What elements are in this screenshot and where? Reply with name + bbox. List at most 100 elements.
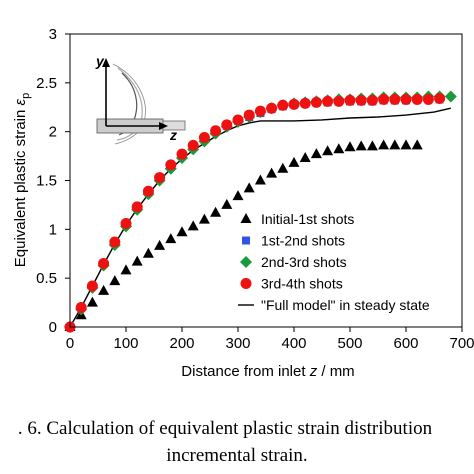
plot-frame	[69, 33, 463, 328]
data-point	[355, 94, 367, 106]
inset-z-arrowhead	[159, 122, 168, 130]
legend-label: 1st-2nd shots	[261, 233, 345, 249]
legend-marker	[240, 278, 252, 289]
x-tick-label: 200	[169, 335, 194, 352]
inset-schematic: y z	[95, 53, 186, 145]
data-point	[266, 167, 278, 178]
data-point	[154, 172, 166, 184]
x-axis-label-var: z	[309, 363, 318, 380]
data-point	[344, 94, 356, 106]
y-tick-label: 0	[49, 319, 57, 336]
y-tick-label: 1	[49, 221, 57, 238]
legend-item: 1st-2nd shots	[242, 233, 345, 249]
data-point	[422, 93, 434, 105]
legend-item: 3rd-4th shots	[240, 276, 343, 292]
data-point	[243, 109, 255, 121]
inset-y-label: y	[95, 53, 105, 69]
data-point	[299, 97, 311, 109]
data-point	[142, 247, 154, 258]
caption-line-1: . 6. Calculation of equivalent plastic s…	[17, 418, 433, 439]
y-tick-label: 3	[49, 26, 57, 43]
data-point	[243, 182, 255, 193]
data-point	[187, 139, 199, 151]
data-point	[333, 95, 345, 107]
series-3	[64, 92, 446, 333]
x-tick-label: 600	[393, 335, 418, 352]
data-point	[198, 132, 210, 144]
data-point	[210, 125, 222, 137]
data-point	[288, 156, 300, 167]
data-point	[210, 206, 222, 217]
data-point	[277, 162, 289, 173]
y-tick-label: 2	[49, 124, 57, 141]
data-point	[310, 148, 322, 159]
caption-line-2: incremental strain.	[166, 445, 308, 466]
tick-layer: 0 100 200 300 400 500 600 700 0 0.5 1 1.5 2 2.5 3	[36, 26, 474, 352]
data-point	[400, 93, 412, 105]
legend-marker	[242, 236, 250, 245]
data-point	[322, 145, 334, 156]
data-point	[288, 98, 300, 110]
data-point	[154, 239, 166, 250]
data-point	[120, 217, 132, 229]
legend-label: Initial-1st shots	[261, 211, 354, 227]
series-0	[64, 139, 423, 331]
data-point	[333, 143, 345, 154]
data-point	[232, 190, 244, 201]
x-axis-label-suffix: / mm	[317, 363, 355, 380]
inset-y-arrowhead	[102, 58, 110, 67]
data-point	[131, 201, 143, 213]
data-point	[322, 95, 334, 107]
data-point	[120, 264, 132, 275]
legend-label: 3rd-4th shots	[261, 276, 343, 292]
data-point	[389, 139, 401, 150]
data-point	[75, 301, 87, 313]
y-axis-label-text: Equivalent plastic strain	[12, 105, 29, 267]
data-point	[86, 280, 98, 292]
data-point	[378, 93, 390, 105]
data-point	[411, 139, 423, 150]
y-tick-label: 1.5	[36, 173, 57, 190]
data-point	[109, 236, 121, 248]
data-point	[86, 296, 98, 307]
x-tick-label: 0	[66, 335, 74, 352]
data-point	[165, 233, 177, 244]
data-point	[299, 152, 311, 163]
x-tick-label: 100	[113, 335, 138, 352]
data-point	[221, 198, 233, 209]
data-point	[434, 92, 446, 104]
legend-item: "Full model" in steady state	[238, 297, 430, 313]
y-axis-label-var: ε	[12, 98, 29, 105]
data-point	[355, 140, 367, 151]
data-point	[176, 226, 188, 237]
legend-item: 2nd-3rd shots	[240, 254, 347, 270]
data-point	[109, 275, 121, 286]
x-axis-label: Distance from inlet z / mm	[181, 363, 354, 380]
legend-item: Initial-1st shots	[240, 211, 354, 227]
data-point	[98, 258, 110, 270]
data-point	[254, 174, 266, 185]
y-tick-label: 0.5	[36, 270, 57, 287]
data-point	[98, 284, 110, 295]
y-tick-label: 2.5	[36, 75, 57, 92]
data-point	[266, 102, 278, 114]
data-point	[165, 159, 177, 171]
x-tick-label: 700	[449, 335, 474, 352]
data-point	[277, 99, 289, 111]
data-point	[176, 148, 188, 160]
inset-z-label: z	[169, 127, 177, 143]
data-point	[411, 93, 423, 105]
data-point	[187, 220, 199, 231]
legend-marker	[240, 213, 252, 223]
data-point	[131, 255, 143, 266]
y-axis-label: Equivalent plastic strain εp	[12, 93, 32, 267]
data-point	[221, 119, 233, 131]
x-tick-label: 400	[281, 335, 306, 352]
x-axis-label-prefix: Distance from inlet	[181, 363, 309, 380]
legend: Initial-1st shots 1st-2nd shots 2nd-3rd sh…	[238, 211, 430, 313]
data-point	[232, 114, 244, 126]
data-point	[310, 96, 322, 108]
y-axis-label-sub: p	[20, 93, 32, 99]
